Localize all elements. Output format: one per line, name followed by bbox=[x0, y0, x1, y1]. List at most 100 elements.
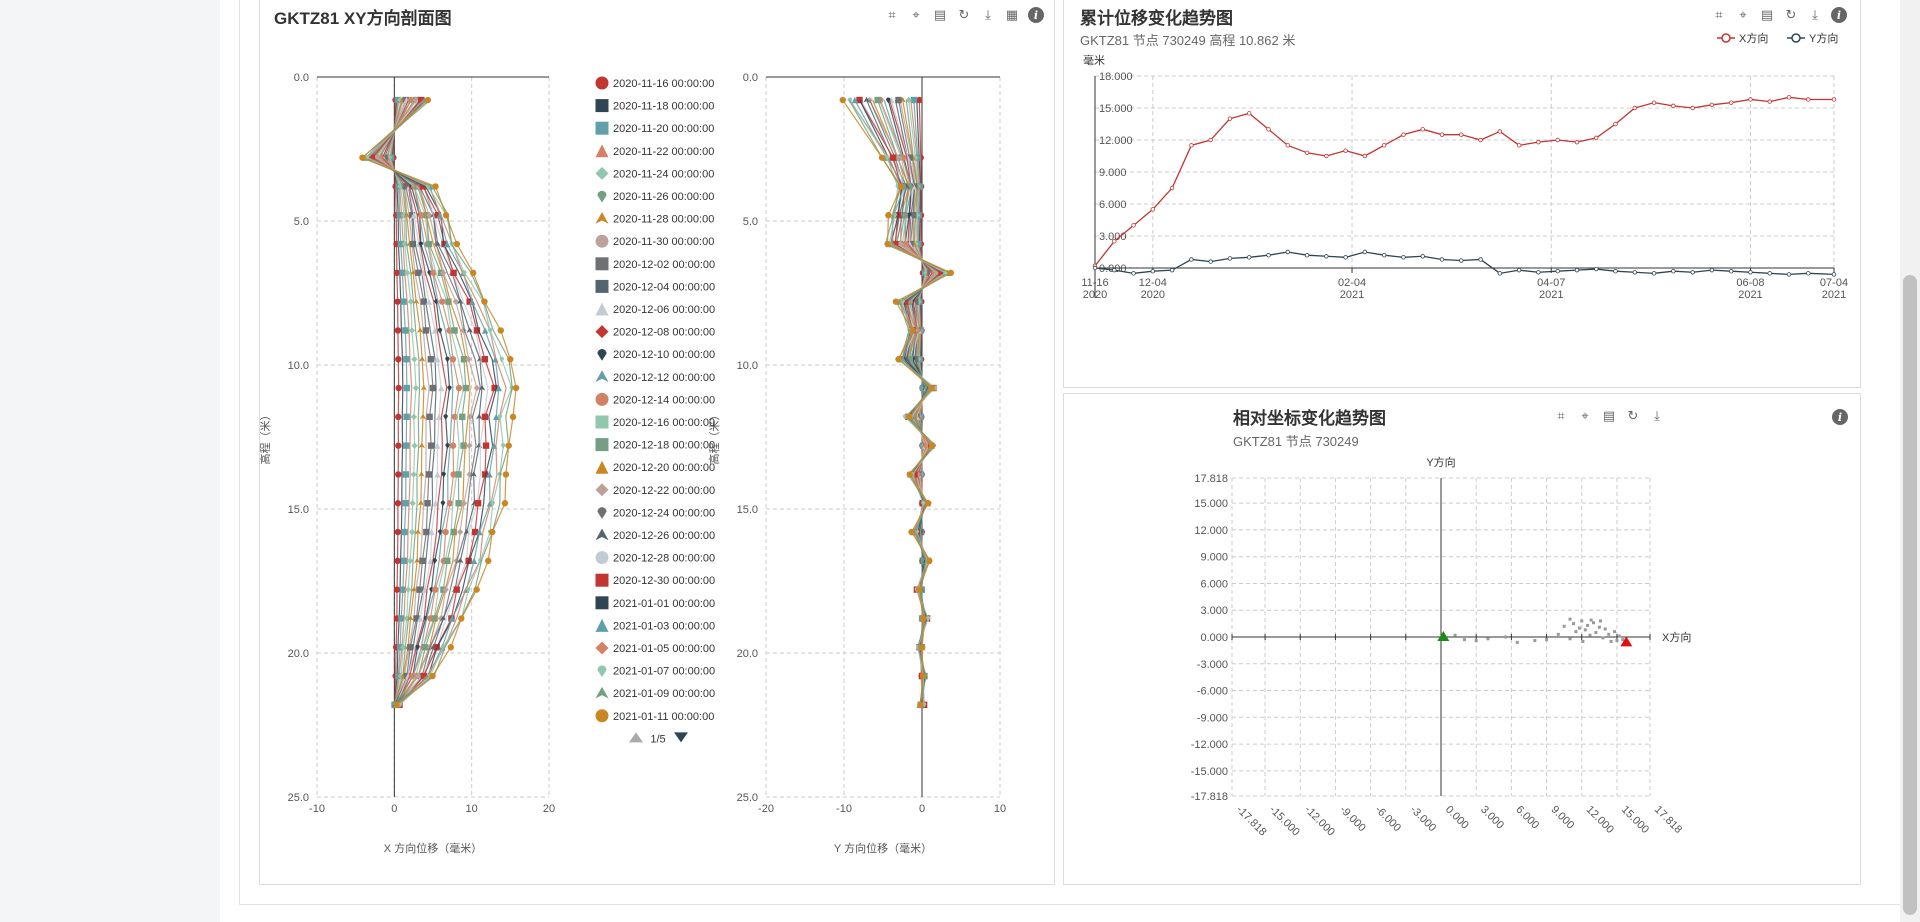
x-profile-series-line bbox=[373, 99, 471, 706]
legend-symbol bbox=[595, 257, 609, 271]
rel-point bbox=[1609, 639, 1613, 643]
zoom-reset-icon[interactable]: ⌖ bbox=[912, 7, 920, 22]
trend-series-point bbox=[1247, 255, 1252, 260]
x-profile-series-point bbox=[466, 587, 471, 593]
y-profile-series-point bbox=[920, 500, 926, 507]
legend-item-label: 2020-11-28 00:00:00 bbox=[613, 214, 714, 226]
rel-xtick-label: -3.000 bbox=[1408, 804, 1439, 835]
x-profile-series-point bbox=[437, 327, 443, 334]
trend-panel: 累计位移变化趋势图 GKTZ81 节点 730249 高程 10.862 米 ⌗… bbox=[1063, 0, 1861, 388]
x-profile-series-point bbox=[397, 183, 404, 190]
x-profile-series-point bbox=[427, 356, 434, 363]
legend-symbol bbox=[595, 234, 609, 248]
trend-series-point bbox=[1266, 127, 1271, 132]
zoom-reset-icon[interactable]: ⌖ bbox=[1739, 7, 1747, 22]
legend-symbol bbox=[595, 438, 609, 452]
trend-series-point bbox=[1786, 272, 1792, 277]
x-profile-series-point bbox=[481, 356, 489, 363]
legend-item-label: 2021-01-07 00:00:00 bbox=[613, 666, 715, 678]
x-profile-series-point bbox=[493, 413, 500, 421]
trend-series-point bbox=[1362, 153, 1368, 159]
x-profile-series-point bbox=[419, 413, 427, 420]
legend-item-label: 2020-12-28 00:00:00 bbox=[613, 553, 715, 565]
legend-symbol bbox=[595, 573, 609, 587]
trend-series-point bbox=[1555, 269, 1560, 274]
page-scrollbar[interactable] bbox=[1900, 0, 1920, 922]
data-view-icon[interactable]: ▤ bbox=[933, 7, 947, 22]
x-profile-series-point bbox=[455, 500, 462, 507]
y-profile-series-point bbox=[928, 384, 935, 392]
zoom-icon[interactable]: ⌗ bbox=[1715, 7, 1723, 22]
rel-point bbox=[1462, 638, 1466, 642]
x-profile-series-point bbox=[415, 644, 420, 651]
profile-toolbar: ⌗ ⌖ ▤ ↻ ⤓ ▦ i bbox=[883, 6, 1045, 24]
x-profile-series-point bbox=[428, 528, 435, 536]
x-profile-ytick-label: 5.0 bbox=[294, 216, 309, 228]
x-profile-series-point bbox=[449, 442, 457, 449]
x-profile-series-point bbox=[465, 356, 472, 363]
x-profile-series-point bbox=[414, 528, 422, 535]
rel-ytick-label: -17.818 bbox=[1191, 791, 1228, 803]
download-icon[interactable]: ⤓ bbox=[1812, 7, 1818, 22]
y-profile-series-point bbox=[934, 269, 942, 277]
trend-series-point bbox=[1594, 266, 1599, 272]
x-profile-series-point bbox=[489, 528, 496, 536]
legend-item-label: 2021-01-05 00:00:00 bbox=[613, 643, 715, 655]
refresh-icon[interactable]: ↻ bbox=[1627, 408, 1639, 423]
refresh-icon[interactable]: ↻ bbox=[958, 7, 970, 22]
x-profile-ytick-label: 20.0 bbox=[288, 648, 309, 660]
trend-xtick-year: 2021 bbox=[1539, 289, 1563, 301]
data-view-icon[interactable]: ▤ bbox=[1760, 7, 1774, 22]
legend-page: 1/5 bbox=[650, 733, 665, 745]
legend-item-label: 2020-12-08 00:00:00 bbox=[613, 327, 715, 339]
table-icon[interactable]: ▦ bbox=[1005, 7, 1019, 22]
trend-ytick-label: 9.000 bbox=[1099, 167, 1127, 179]
trend-series-point bbox=[1831, 97, 1837, 102]
x-profile-series-point bbox=[455, 384, 463, 392]
x-profile-series-point bbox=[486, 500, 494, 507]
x-profile-series-point bbox=[507, 356, 514, 363]
zoom-reset-icon[interactable]: ⌖ bbox=[1581, 408, 1589, 423]
download-icon[interactable]: ⤓ bbox=[1654, 408, 1660, 423]
legend-symbol bbox=[595, 596, 609, 610]
zoom-icon[interactable]: ⌗ bbox=[888, 7, 896, 22]
trend-series-point bbox=[1516, 267, 1522, 273]
info-icon[interactable]: i bbox=[1027, 6, 1045, 24]
trend-series-point bbox=[1497, 271, 1503, 276]
y-profile-series-line bbox=[849, 99, 947, 705]
x-profile-series-point bbox=[481, 298, 488, 305]
rel-xtick-label: 17.818 bbox=[1652, 804, 1684, 836]
x-profile-series-point bbox=[417, 615, 424, 622]
legend-item-label: 2021-01-01 00:00:00 bbox=[613, 598, 715, 610]
x-profile-series-point bbox=[460, 500, 468, 507]
x-profile-series-point bbox=[408, 528, 416, 536]
legend-item-label: 2020-12-06 00:00:00 bbox=[613, 304, 715, 316]
trend-series-point bbox=[1709, 102, 1715, 107]
x-profile-series-point bbox=[410, 212, 418, 219]
rel-ytick-label: 3.000 bbox=[1200, 605, 1228, 617]
trend-ytick-label: 3.000 bbox=[1099, 231, 1127, 243]
x-profile-series-point bbox=[411, 442, 418, 449]
info-icon[interactable]: i bbox=[1830, 6, 1848, 24]
trend-series-point bbox=[1189, 143, 1194, 148]
legend-symbol bbox=[595, 121, 609, 135]
x-profile-series-point bbox=[425, 471, 433, 478]
x-profile-series-point bbox=[418, 471, 425, 477]
x-profile-series-point bbox=[490, 500, 495, 507]
data-view-icon[interactable]: ▤ bbox=[1602, 408, 1616, 423]
x-profile-series-line bbox=[385, 99, 430, 706]
zoom-icon[interactable]: ⌗ bbox=[1557, 408, 1565, 423]
trend-series-point bbox=[1786, 95, 1792, 100]
x-profile-series-point bbox=[400, 557, 408, 565]
y-profile-series-point bbox=[910, 96, 918, 104]
x-profile-series-point bbox=[469, 269, 477, 277]
download-icon[interactable]: ⤓ bbox=[985, 7, 991, 22]
profile-charts: -10 0 10 20 0.0 5.0 10.0 15.0 20.0 25.0 X 方向位移（毫米）… bbox=[260, 72, 1006, 855]
refresh-icon[interactable]: ↻ bbox=[1785, 7, 1797, 22]
info-icon[interactable]: i bbox=[1831, 408, 1849, 426]
legend-item-label: 2020-12-10 00:00:00 bbox=[613, 349, 715, 361]
x-profile-series-point bbox=[400, 298, 407, 305]
trend-series-point bbox=[1690, 270, 1695, 275]
scrollbar-thumb[interactable] bbox=[1903, 275, 1917, 915]
x-profile-ytick-label: 15.0 bbox=[288, 504, 309, 516]
